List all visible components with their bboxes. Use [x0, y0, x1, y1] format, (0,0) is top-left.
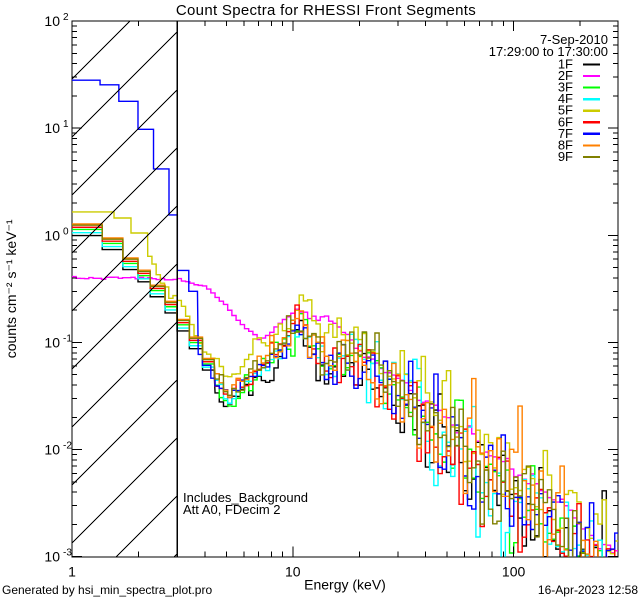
svg-text:0: 0	[63, 226, 69, 237]
svg-text:9F: 9F	[558, 149, 573, 164]
svg-text:-2: -2	[63, 441, 72, 452]
svg-text:Generated by hsi_min_spectra_p: Generated by hsi_min_spectra_plot.pro	[2, 583, 212, 597]
svg-text:1: 1	[68, 564, 76, 580]
svg-text:-3: -3	[63, 548, 72, 559]
svg-text:Energy (keV): Energy (keV)	[304, 577, 386, 593]
svg-text:Count Spectra for RHESSI Front: Count Spectra for RHESSI Front Segments	[176, 2, 476, 19]
svg-text:10: 10	[44, 120, 60, 136]
svg-text:17:29:00 to 17:30:00: 17:29:00 to 17:30:00	[489, 44, 608, 59]
svg-text:10: 10	[285, 564, 301, 580]
svg-text:10: 10	[44, 227, 60, 243]
svg-text:10: 10	[44, 13, 60, 29]
svg-text:Att A0, FDecim 2: Att A0, FDecim 2	[183, 502, 281, 517]
svg-text:10: 10	[44, 549, 60, 565]
svg-text:10: 10	[44, 334, 60, 350]
svg-text:100: 100	[502, 564, 526, 580]
svg-text:2: 2	[63, 12, 69, 23]
svg-text:16-Apr-2023 12:58: 16-Apr-2023 12:58	[538, 583, 638, 597]
svg-text:1: 1	[63, 119, 69, 130]
svg-text:10: 10	[44, 442, 60, 458]
svg-text:-1: -1	[63, 333, 72, 344]
svg-text:counts cm⁻² s⁻¹ keV⁻¹: counts cm⁻² s⁻¹ keV⁻¹	[3, 219, 19, 358]
